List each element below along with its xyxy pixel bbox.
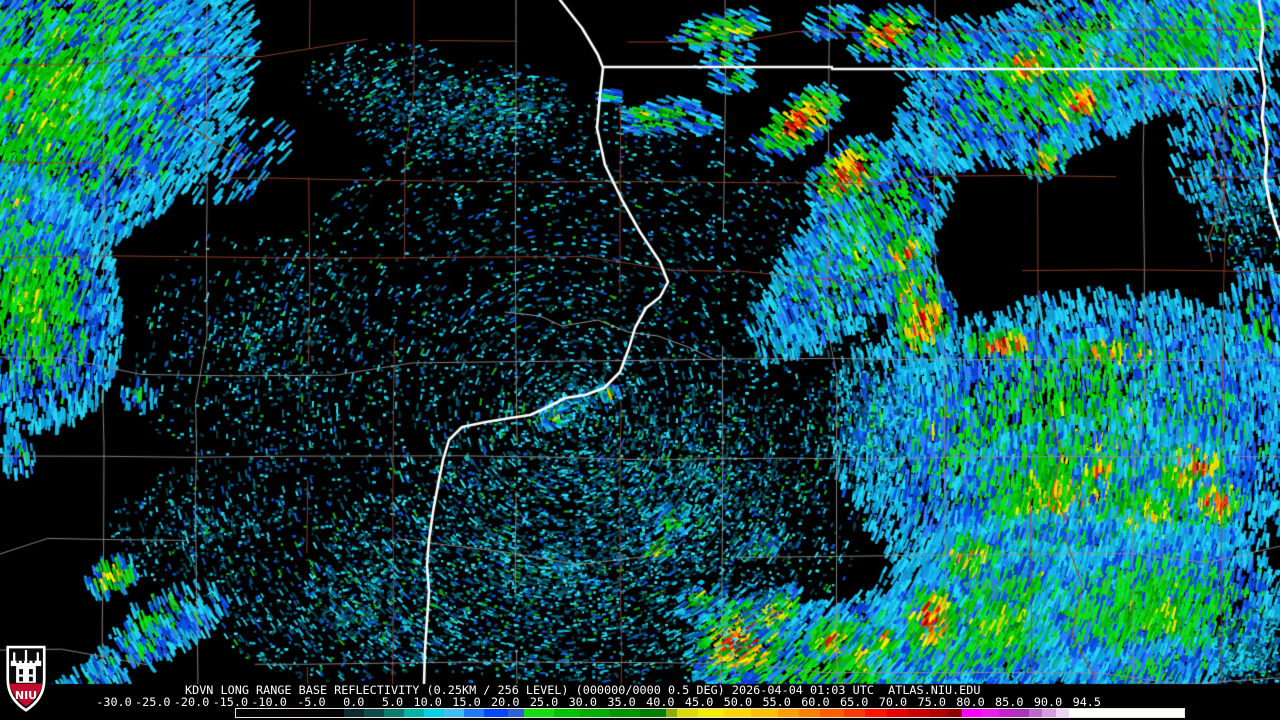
- colorbar-tick: 65.0: [839, 695, 869, 709]
- colorbar-tick: 20.0: [491, 695, 520, 709]
- colorbar-tick: -20.0: [173, 695, 210, 709]
- colorbar-tick: 94.5: [1072, 695, 1102, 709]
- niu-logo-text: NIU: [15, 689, 37, 702]
- colorbar-tick: 55.0: [762, 695, 791, 709]
- colorbar-tick: 15.0: [452, 695, 481, 709]
- colorbar-tick: 45.0: [684, 695, 714, 709]
- colorbar-tick: 75.0: [917, 695, 946, 709]
- colorbar-tick: 60.0: [801, 695, 830, 709]
- colorbar-tick: 0.0: [343, 695, 365, 709]
- colorbar-tick: -10.0: [251, 695, 287, 709]
- colorbar-tick: 5.0: [381, 695, 404, 709]
- niu-logo: NIU: [6, 645, 46, 712]
- colorbar-tick: 40.0: [646, 695, 675, 709]
- colorbar-tick: 85.0: [995, 695, 1024, 709]
- colorbar-tick: 90.0: [1033, 695, 1063, 709]
- colorbar-tick: -5.0: [297, 695, 326, 709]
- colorbar-tick: 35.0: [607, 695, 636, 709]
- colorbar-tick: 70.0: [878, 695, 908, 709]
- colorbar-tick: 30.0: [568, 695, 597, 709]
- niu-red-band: [9, 683, 43, 707]
- colorbar-tick: -25.0: [135, 695, 171, 709]
- colorbar-tick: 50.0: [723, 695, 753, 709]
- colorbar-tick: 10.0: [413, 695, 442, 709]
- colorbar-tick: -30.0: [96, 695, 132, 709]
- colorbar-tick: 25.0: [529, 695, 559, 709]
- colorbar-tick: 80.0: [956, 695, 985, 709]
- radar-product-title: KDVN LONG RANGE BASE REFLECTIVITY (0.25K…: [185, 683, 981, 697]
- castle-details: [16, 660, 35, 682]
- colorbar-tick: -15.0: [212, 695, 249, 709]
- reflectivity-colorbar: [235, 708, 1185, 718]
